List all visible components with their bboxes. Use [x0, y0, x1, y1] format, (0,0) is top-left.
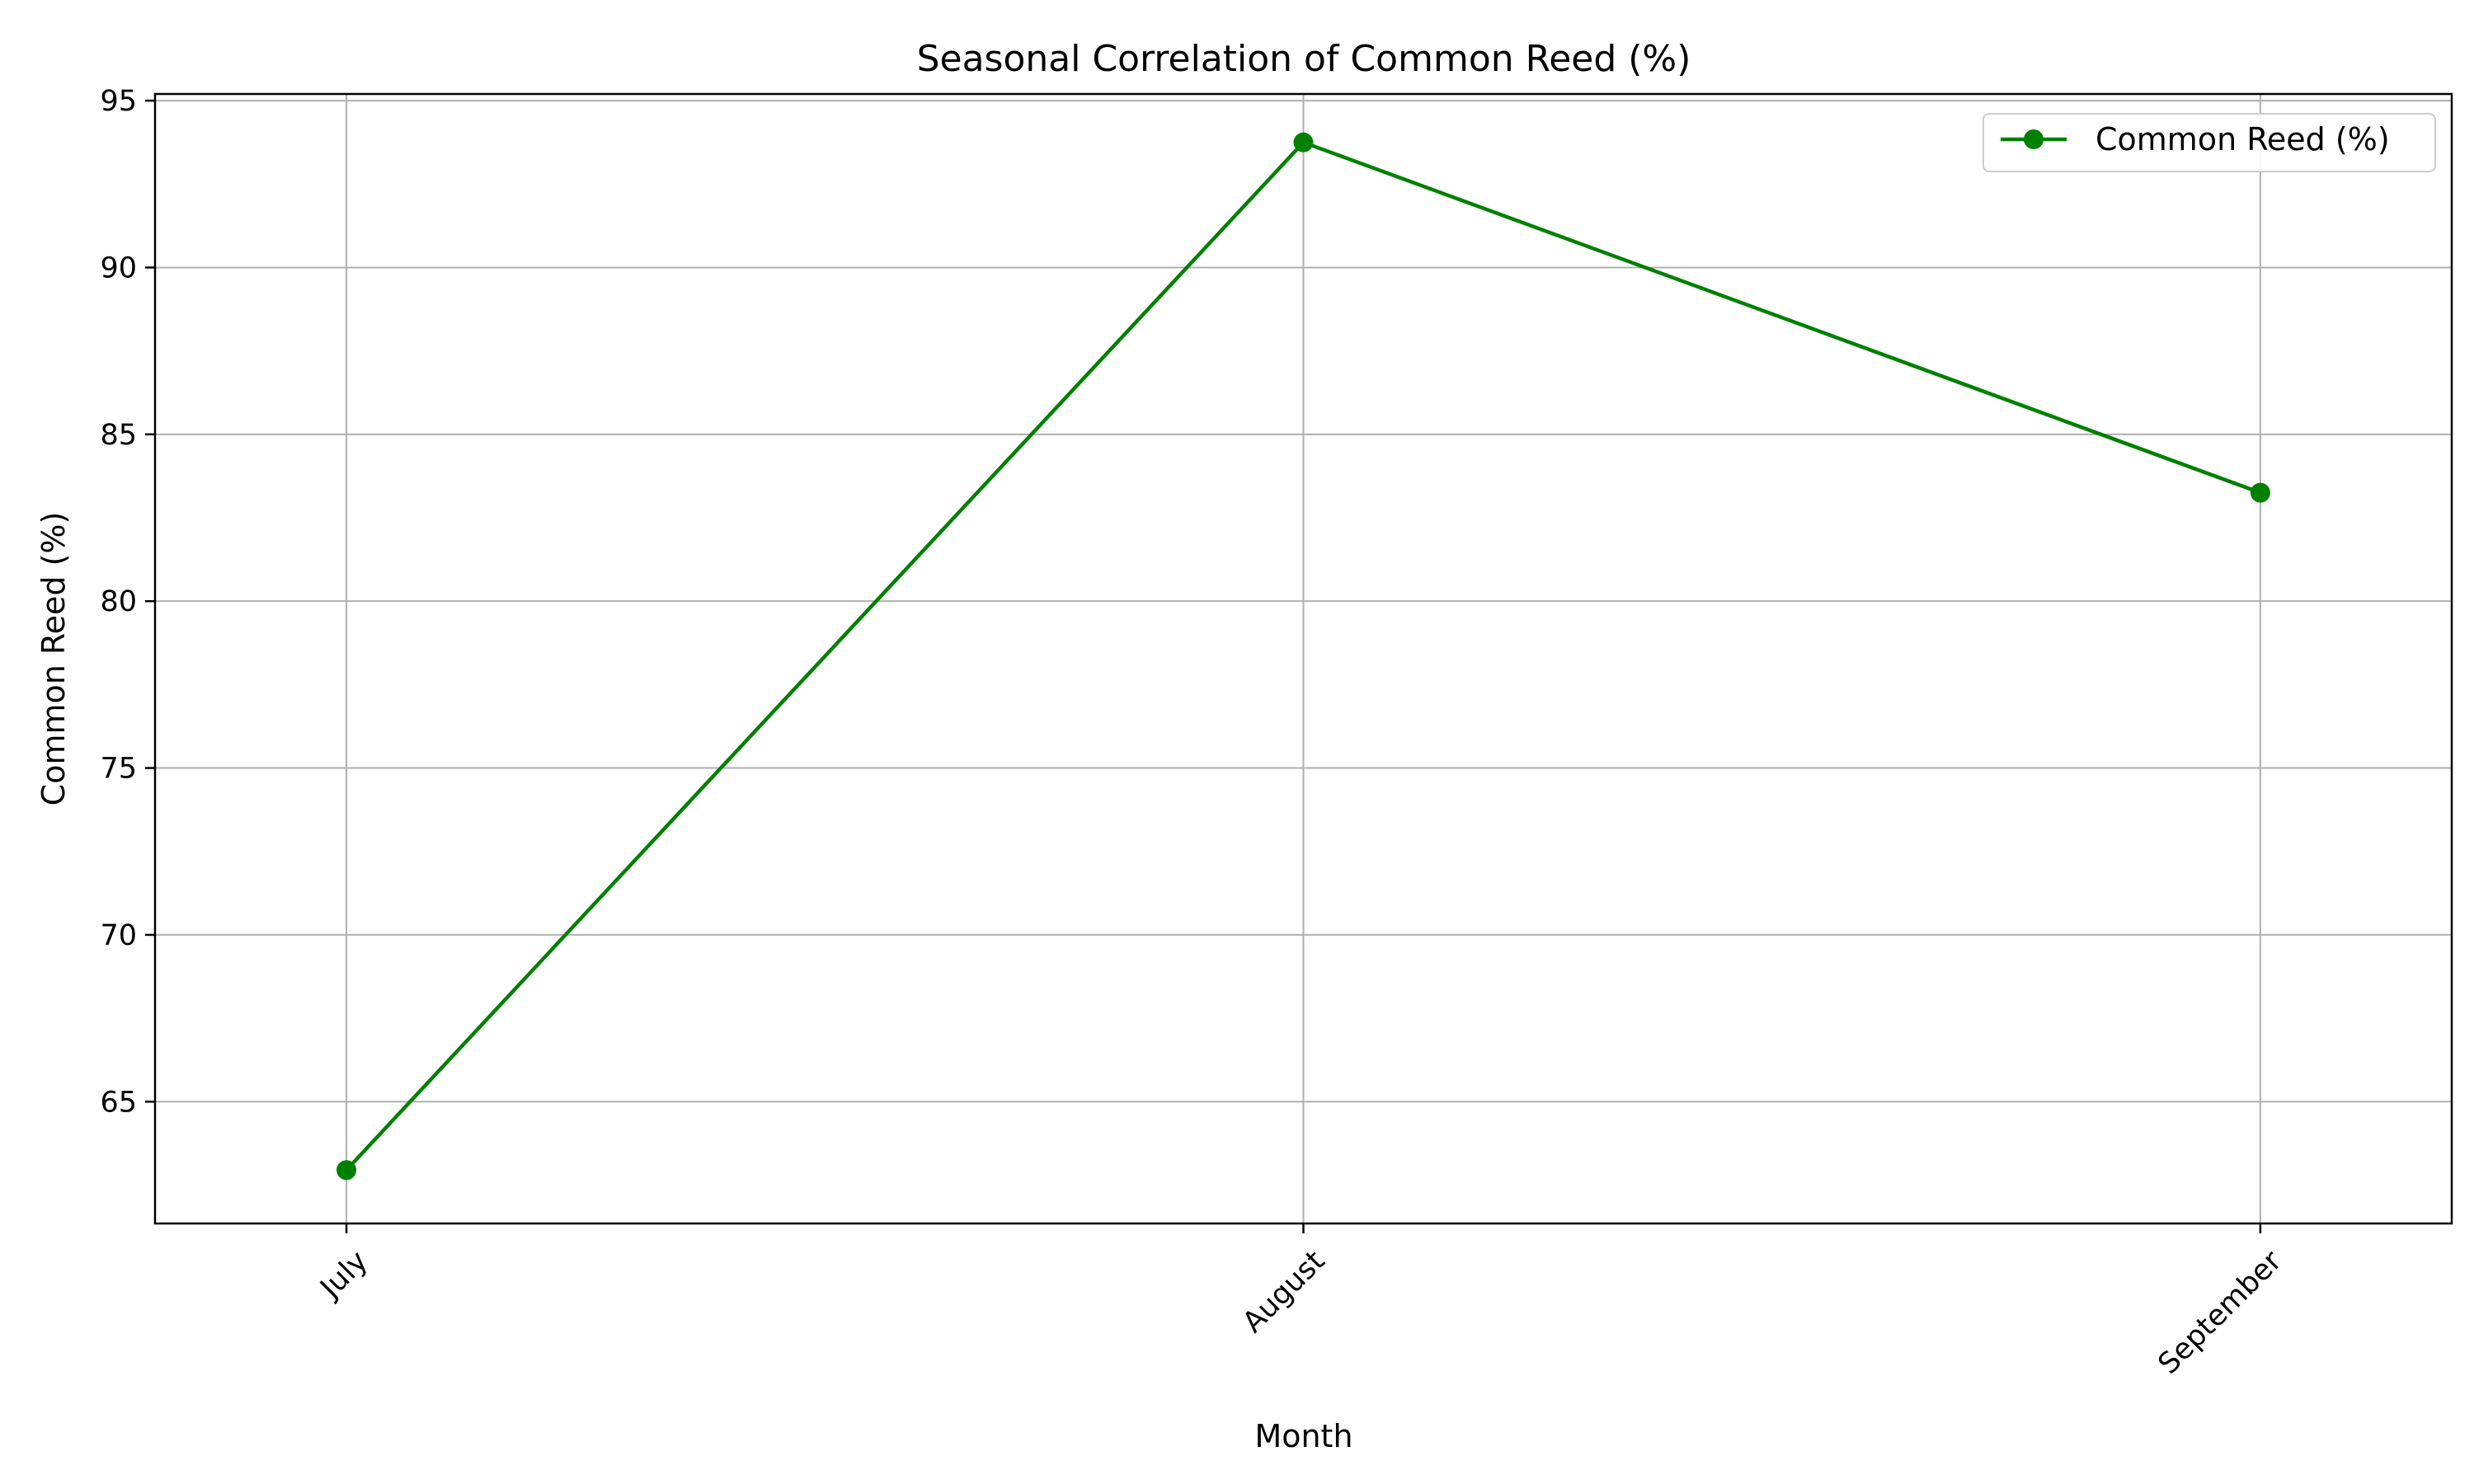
y-tick-label: 95: [100, 85, 137, 118]
data-point-september: [2250, 482, 2270, 503]
y-tick-label: 90: [100, 251, 137, 284]
y-tick-label: 75: [100, 753, 137, 786]
data-point-july: [336, 1160, 357, 1181]
legend-entry-common-reed: Common Reed (%): [2095, 121, 2390, 157]
legend-box: [1982, 113, 2436, 172]
data-point-august: [1293, 132, 1314, 153]
y-axis-ticks: 65 70 75 80 85 90 95: [100, 85, 155, 1119]
legend-marker-swatch: [2024, 129, 2044, 149]
plot-frame: [153, 92, 2453, 1225]
y-tick-label: 70: [100, 919, 137, 952]
y-tick-label: 80: [100, 585, 137, 618]
y-axis-label: Common Reed (%): [35, 512, 72, 806]
y-tick-label: 65: [100, 1086, 137, 1119]
x-axis-label: Month: [1254, 1418, 1352, 1454]
series-layer: [336, 132, 2270, 1181]
chart-title: Seasonal Correlation of Common Reed (%): [917, 38, 1691, 80]
legend: Common Reed (%): [1982, 113, 2436, 172]
y-tick-label: 85: [100, 419, 137, 452]
grid-lines: [155, 94, 2452, 1223]
